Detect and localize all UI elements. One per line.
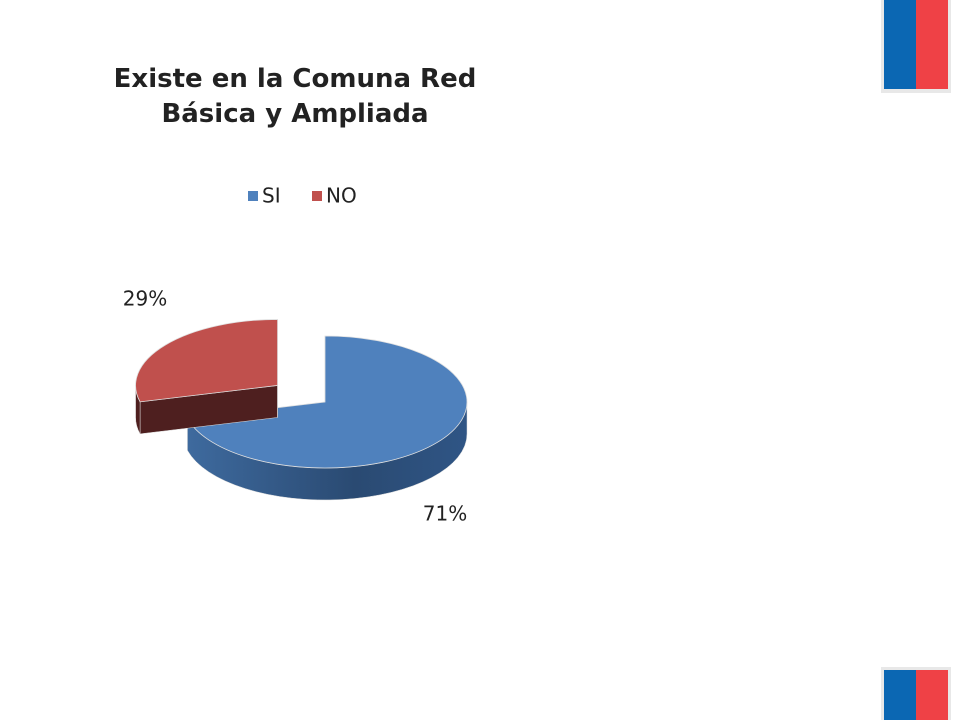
data-label: 71% [423,502,467,526]
chart-title: Existe en la Comuna Red Básica y Ampliad… [113,64,477,129]
data-label: 29% [123,287,167,311]
legend-label: SI [262,184,281,208]
legend-swatch [248,191,258,201]
pie-slice [135,319,278,403]
flag-bottom [881,667,951,720]
legend-swatch [312,191,322,201]
pie-slice [186,335,468,469]
legend-label: NO [326,184,357,208]
flag-top [881,0,951,93]
